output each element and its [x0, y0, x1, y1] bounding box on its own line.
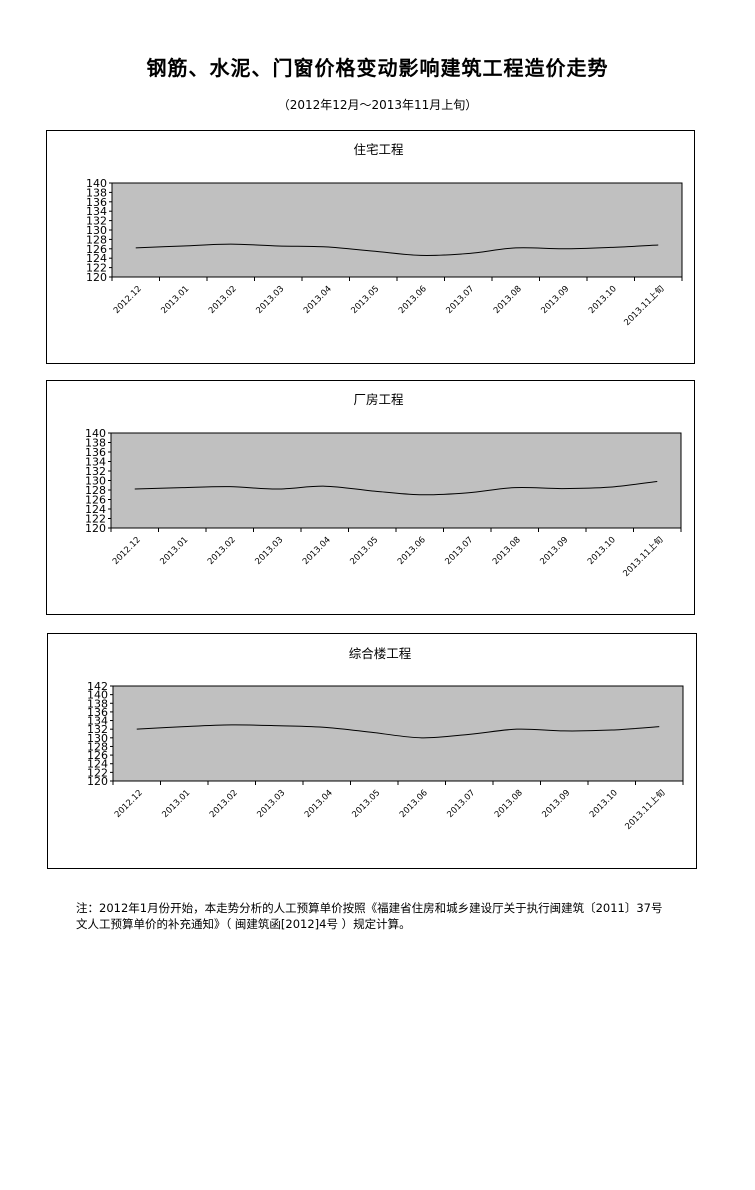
x-tick-label: 2013.10 — [587, 284, 619, 316]
y-tick-label: 120 — [86, 271, 107, 284]
chart-title: 厂房工程 — [353, 392, 404, 407]
x-tick-label: 2013.04 — [303, 788, 335, 820]
x-tick-label: 2013.11上旬 — [623, 787, 668, 832]
page-subtitle: （2012年12月～2013年11月上旬） — [277, 98, 478, 112]
x-tick-label: 2013.10 — [588, 788, 620, 820]
y-tick-label: 128 — [85, 484, 106, 497]
footnote-line-1: 注：2012年1月份开始，本走势分析的人工预算单价按照《福建省住房和城乡建设厅关… — [76, 901, 663, 915]
x-tick-label: 2013.02 — [208, 788, 240, 820]
y-tick-label: 138 — [87, 697, 108, 710]
plot-area — [112, 685, 684, 782]
y-tick-label: 126 — [87, 749, 108, 762]
y-tick-label: 140 — [87, 689, 108, 702]
x-tick-label: 2013.03 — [255, 788, 287, 820]
x-tick-label: 2013.07 — [445, 788, 477, 820]
x-tick-label: 2013.07 — [444, 284, 476, 316]
chart-panel-residential: 住宅工程 120 122 124 126 128 130 132 134 136 138 140 201… — [46, 130, 695, 364]
chart-panel-complex: 综合楼工程 120 122 124 126 128 130 132 134 136 138 140 14… — [47, 633, 697, 869]
y-tick-label: 130 — [87, 732, 108, 745]
y-tick-label: 128 — [86, 233, 107, 246]
y-tick-label: 126 — [85, 494, 106, 507]
y-tick-label: 130 — [86, 224, 107, 237]
x-tick-label: 2013.08 — [491, 535, 523, 567]
x-tick-label: 2013.06 — [396, 535, 428, 567]
y-tick-label: 138 — [86, 186, 107, 199]
y-tick-label: 134 — [85, 456, 106, 469]
y-tick-label: 134 — [87, 715, 108, 728]
x-tick-label: 2013.01 — [160, 788, 192, 820]
x-tick-label: 2012.12 — [113, 788, 145, 820]
y-tick-label: 132 — [87, 723, 108, 736]
y-tick-label: 122 — [85, 513, 106, 526]
y-tick-label: 122 — [86, 262, 107, 275]
y-tick-label: 120 — [87, 775, 108, 788]
y-tick-label: 138 — [85, 437, 106, 450]
footnote-line-2: 文人工预算单价的补充通知》（ 闽建筑函[2012]4号 ）规定计算。 — [76, 917, 411, 931]
footnote: 注：2012年1月份开始，本走势分析的人工预算单价按照《福建省住房和城乡建设厅关… — [76, 900, 686, 932]
y-tick-label: 130 — [85, 475, 106, 488]
y-tick-label: 142 — [87, 680, 108, 693]
y-tick-label: 124 — [87, 758, 108, 771]
series-line — [136, 724, 660, 739]
x-tick-label: 2013.03 — [253, 535, 285, 567]
plot-area — [111, 182, 683, 278]
x-tick-label: 2012.12 — [112, 284, 144, 316]
x-tick-label: 2013.09 — [538, 535, 570, 567]
x-tick-label: 2013.09 — [539, 284, 571, 316]
y-tick-label: 136 — [86, 196, 107, 209]
y-tick-label: 136 — [85, 446, 106, 459]
chart-panel-factory: 厂房工程 120 122 124 126 128 130 132 134 136 138 140 201… — [46, 380, 695, 615]
x-tick-label: 2013.05 — [349, 284, 381, 316]
x-tick-label: 2013.11上旬 — [621, 534, 666, 579]
x-tick-label: 2013.03 — [254, 284, 286, 316]
x-tick-label: 2013.04 — [301, 535, 333, 567]
chart-title: 综合楼工程 — [349, 646, 412, 661]
x-tick-label: 2013.06 — [398, 788, 430, 820]
x-tick-label: 2013.05 — [350, 788, 382, 820]
x-tick-label: 2013.08 — [493, 788, 525, 820]
y-tick-label: 122 — [87, 766, 108, 779]
y-tick-label: 132 — [86, 215, 107, 228]
x-tick-label: 2013.02 — [207, 284, 239, 316]
page-title: 钢筋、水泥、门窗价格变动影响建筑工程造价走势 — [146, 56, 609, 80]
y-tick-label: 128 — [87, 740, 108, 753]
y-tick-label: 132 — [85, 465, 106, 478]
chart-title: 住宅工程 — [353, 142, 404, 157]
x-tick-label: 2013.01 — [159, 284, 191, 316]
y-tick-label: 140 — [86, 177, 107, 190]
x-tick-label: 2013.01 — [158, 535, 190, 567]
x-tick-label: 2013.04 — [302, 284, 334, 316]
y-tick-label: 140 — [85, 427, 106, 440]
y-tick-label: 124 — [86, 252, 107, 265]
y-tick-label: 134 — [86, 205, 107, 218]
y-tick-label: 124 — [85, 503, 106, 516]
x-tick-label: 2013.11上旬 — [622, 283, 667, 328]
y-tick-label: 120 — [85, 522, 106, 535]
chart-svg: 综合楼工程 12012212412612813013213413613814014… — [87, 646, 684, 832]
x-tick-label: 2013.05 — [348, 535, 380, 567]
y-tick-label: 136 — [87, 706, 108, 719]
x-tick-label: 2013.07 — [443, 535, 475, 567]
series-line — [134, 480, 658, 496]
x-tick-label: 2013.02 — [206, 535, 238, 567]
y-tick-label: 126 — [86, 243, 107, 256]
x-tick-label: 2013.10 — [586, 535, 618, 567]
x-tick-label: 2013.09 — [540, 788, 572, 820]
x-tick-label: 2013.06 — [397, 284, 429, 316]
x-tick-label: 2012.12 — [111, 535, 143, 567]
plot-area — [110, 432, 682, 529]
x-tick-label: 2013.08 — [492, 284, 524, 316]
series-line — [135, 243, 659, 256]
